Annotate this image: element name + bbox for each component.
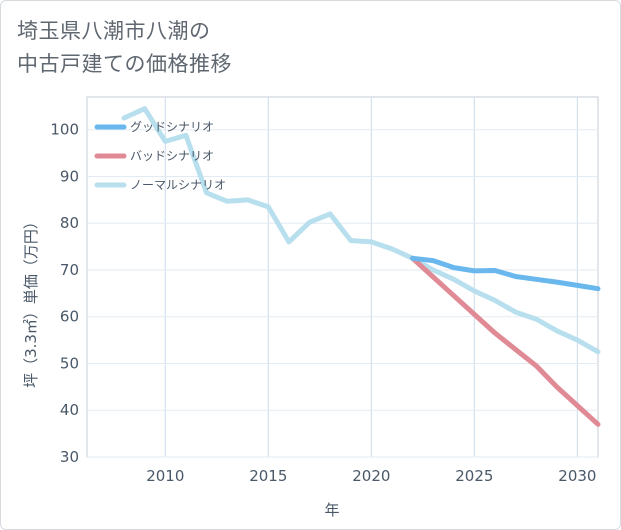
x-tick-2025: 2025 xyxy=(455,467,493,485)
chart-title-line-1: 埼玉県八潮市八潮の xyxy=(17,19,211,43)
x-tick-labels: 2010 2015 2020 2025 2030 xyxy=(146,467,596,485)
grid-lines xyxy=(87,97,598,458)
y-tick-90: 90 xyxy=(60,167,79,185)
y-tick-70: 70 xyxy=(60,261,79,279)
x-tick-2020: 2020 xyxy=(352,467,390,485)
y-axis-title: 坪（3.3㎡）単価（万円） xyxy=(22,214,40,388)
y-tick-80: 80 xyxy=(60,214,79,232)
y-tick-labels: 30 40 50 60 70 80 90 100 xyxy=(50,121,79,466)
x-axis-title: 年 xyxy=(324,501,339,519)
chart-title: 埼玉県八潮市八潮の 中古戸建ての価格推移 xyxy=(17,15,232,81)
y-tick-50: 50 xyxy=(60,354,79,372)
y-tick-30: 30 xyxy=(60,448,79,466)
x-tick-2010: 2010 xyxy=(146,467,184,485)
x-tick-2015: 2015 xyxy=(249,467,287,485)
y-tick-100: 100 xyxy=(50,121,79,139)
series-lines xyxy=(121,106,601,427)
y-tick-60: 60 xyxy=(60,308,79,326)
legend-normal-label: ノーマルシナリオ xyxy=(130,178,226,192)
normal-scenario-line xyxy=(121,106,601,355)
legend-bad-label: バッドシナリオ xyxy=(130,149,214,163)
x-tick-2030: 2030 xyxy=(558,467,596,485)
y-tick-40: 40 xyxy=(60,401,79,419)
legend-good-label: グッドシナリオ xyxy=(130,120,214,134)
chart-title-line-2: 中古戸建ての価格推移 xyxy=(17,52,232,76)
bad-scenario-line xyxy=(410,255,601,427)
good-scenario-line xyxy=(410,255,601,292)
